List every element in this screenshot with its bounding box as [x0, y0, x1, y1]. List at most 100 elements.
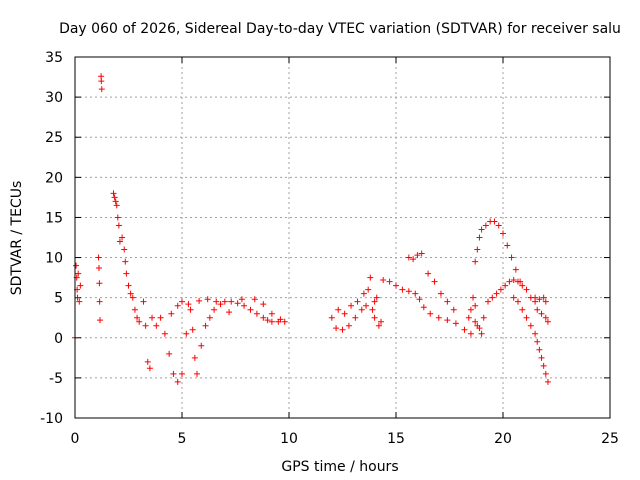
data-point [508, 254, 515, 261]
y-tick-label: -5 [49, 371, 63, 387]
y-tick-label: 0 [54, 331, 63, 347]
data-point [367, 274, 374, 281]
data-point [281, 318, 288, 325]
data-point [97, 317, 104, 324]
data-point [523, 314, 530, 321]
data-point [360, 290, 367, 297]
data-point [187, 306, 194, 313]
data-point [386, 278, 393, 285]
data-point [506, 278, 513, 285]
data-point [339, 326, 346, 333]
data-point [193, 370, 200, 377]
data-point [405, 254, 412, 261]
data-point [405, 288, 412, 295]
data-point [527, 322, 534, 329]
chart-title: Day 060 of 2026, Sidereal Day-to-day VTE… [59, 21, 621, 37]
data-points [72, 73, 551, 385]
data-point [510, 294, 517, 301]
data-point [74, 294, 81, 301]
data-point [480, 314, 487, 321]
data-point [534, 306, 541, 313]
data-point [365, 286, 372, 293]
data-point [191, 354, 198, 361]
data-point [497, 286, 504, 293]
data-point [328, 314, 335, 321]
data-point [196, 297, 203, 304]
data-point [482, 222, 489, 229]
data-point [416, 296, 423, 303]
data-point [472, 258, 479, 265]
data-point [221, 298, 228, 305]
y-tick-label: 25 [45, 130, 63, 146]
data-point [253, 310, 260, 317]
data-point [174, 378, 181, 385]
data-point [142, 322, 149, 329]
data-point [95, 254, 102, 261]
data-point [514, 298, 521, 305]
data-point [536, 296, 543, 303]
data-point [412, 290, 419, 297]
y-axis-label: SDTVAR / TECUs [9, 181, 25, 296]
data-point [140, 298, 147, 305]
data-point [185, 301, 192, 308]
data-point [427, 310, 434, 317]
y-tick-label: 30 [45, 90, 63, 106]
data-point [510, 277, 517, 284]
data-point [420, 304, 427, 311]
data-point [335, 306, 342, 313]
data-point [450, 306, 457, 313]
grid-lines [75, 57, 610, 418]
data-point [467, 306, 474, 313]
data-point [157, 314, 164, 321]
data-point [502, 282, 509, 289]
data-point [352, 314, 359, 321]
data-point [333, 325, 340, 332]
x-tick-label: 5 [178, 431, 187, 447]
y-tick-label: 10 [45, 251, 63, 267]
data-point [532, 330, 539, 337]
x-tick-label: 25 [601, 431, 619, 447]
data-point [234, 300, 241, 307]
data-point [98, 86, 105, 93]
plot-frame [74, 56, 611, 419]
data-point [435, 314, 442, 321]
data-point [129, 294, 136, 301]
data-point [179, 298, 185, 305]
data-point [264, 317, 271, 324]
x-tick-label: 0 [71, 431, 80, 447]
data-point [122, 258, 129, 265]
data-point [452, 320, 459, 327]
data-point [542, 370, 549, 377]
data-point [354, 298, 361, 305]
data-point [474, 246, 481, 253]
data-point [500, 230, 506, 237]
data-point [73, 262, 80, 269]
data-point [112, 198, 119, 205]
data-point [514, 278, 521, 285]
data-point [241, 302, 248, 309]
data-point [476, 325, 483, 332]
data-point [189, 326, 196, 333]
data-point [228, 298, 235, 305]
data-point [121, 246, 128, 253]
data-point [113, 202, 120, 209]
data-point [183, 330, 190, 337]
data-point [478, 330, 485, 337]
data-point [538, 310, 545, 317]
data-point [519, 282, 526, 289]
data-point [115, 222, 122, 229]
data-point [134, 314, 141, 321]
data-point [123, 270, 130, 277]
data-point [247, 306, 254, 313]
x-axis-ticks: 0 5 10 15 20 25 [71, 57, 619, 447]
data-point [534, 338, 541, 345]
data-point [260, 301, 267, 308]
data-point [399, 286, 406, 293]
data-point [538, 354, 545, 361]
data-point [179, 370, 185, 377]
data-point [213, 298, 220, 305]
data-point [369, 306, 376, 313]
data-point [211, 306, 218, 313]
data-point [393, 282, 399, 289]
